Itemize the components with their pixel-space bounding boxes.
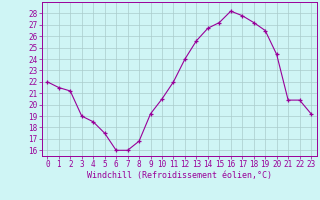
X-axis label: Windchill (Refroidissement éolien,°C): Windchill (Refroidissement éolien,°C) bbox=[87, 171, 272, 180]
